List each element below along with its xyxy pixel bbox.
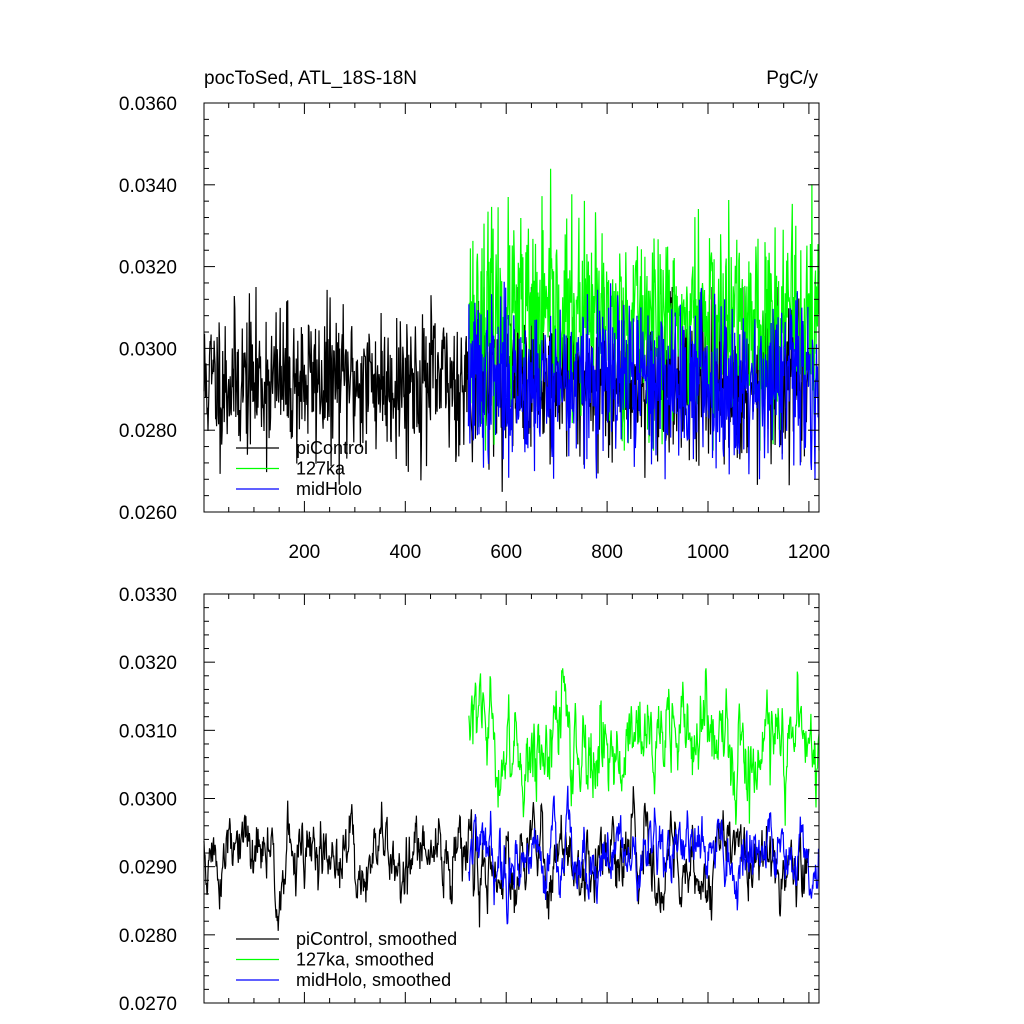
y-tick-label: 0.0330: [119, 585, 177, 606]
series-line-127ka: [467, 168, 820, 451]
y-tick-label: 0.0360: [119, 94, 177, 115]
y-tick-label: 0.0300: [119, 339, 177, 360]
y-tick-label: 0.0290: [119, 858, 177, 879]
y-tick-label: 0.0310: [119, 721, 177, 742]
x-tick-label: 1000: [687, 542, 729, 563]
y-tick-label: 0.0320: [119, 653, 177, 674]
top-axis-ticks: 0.0260 0.0280 0.0300 0.0320 0.0340 0.0360 200 4…: [119, 94, 830, 563]
x-tick-label: 1200: [788, 542, 830, 563]
bottom-axis-ticks: 0.0270 0.0280 0.0290 0.0300 0.0310 0.0320 0.03…: [119, 585, 819, 1015]
y-tick-label: 0.0300: [119, 790, 177, 811]
y-tick-label: 0.0280: [119, 421, 177, 442]
y-tick-label: 0.0320: [119, 258, 177, 279]
top-plot-frame: [203, 102, 820, 513]
series-line-picontrol-smoothed: [203, 786, 810, 931]
legend-label: 127ka, smoothed: [296, 950, 434, 970]
legend-label: midHolo, smoothed: [296, 970, 451, 990]
series-line-midholo-smoothed: [467, 785, 820, 925]
top-panel: pocToSed, ATL_18S-18N PgC/y 0.0260 0.0280…: [119, 68, 830, 563]
y-tick-label: 0.0280: [119, 926, 177, 947]
legend-label: piControl, smoothed: [296, 929, 457, 949]
series-line-midholo: [467, 281, 820, 480]
x-tick-label: 400: [389, 542, 421, 563]
bottom-panel: 0.0270 0.0280 0.0290 0.0300 0.0310 0.0320 0.03…: [119, 585, 820, 1015]
legend-label: midHolo: [296, 479, 362, 499]
bottom-series-lines: [203, 668, 820, 931]
series-line-127ka-smoothed: [468, 668, 820, 826]
plot-title: pocToSed, ATL_18S-18N: [204, 68, 417, 89]
y-tick-label: 0.0260: [119, 503, 177, 524]
units-label: PgC/y: [766, 68, 818, 89]
x-tick-label: 800: [591, 542, 623, 563]
top-series-lines: [203, 168, 820, 492]
y-tick-label: 0.0340: [119, 176, 177, 197]
x-tick-label: 200: [289, 542, 321, 563]
legend-label: piControl: [296, 438, 368, 458]
y-tick-label: 0.0270: [119, 994, 177, 1015]
legend-label: 127ka: [296, 459, 346, 479]
x-tick-label: 600: [490, 542, 522, 563]
